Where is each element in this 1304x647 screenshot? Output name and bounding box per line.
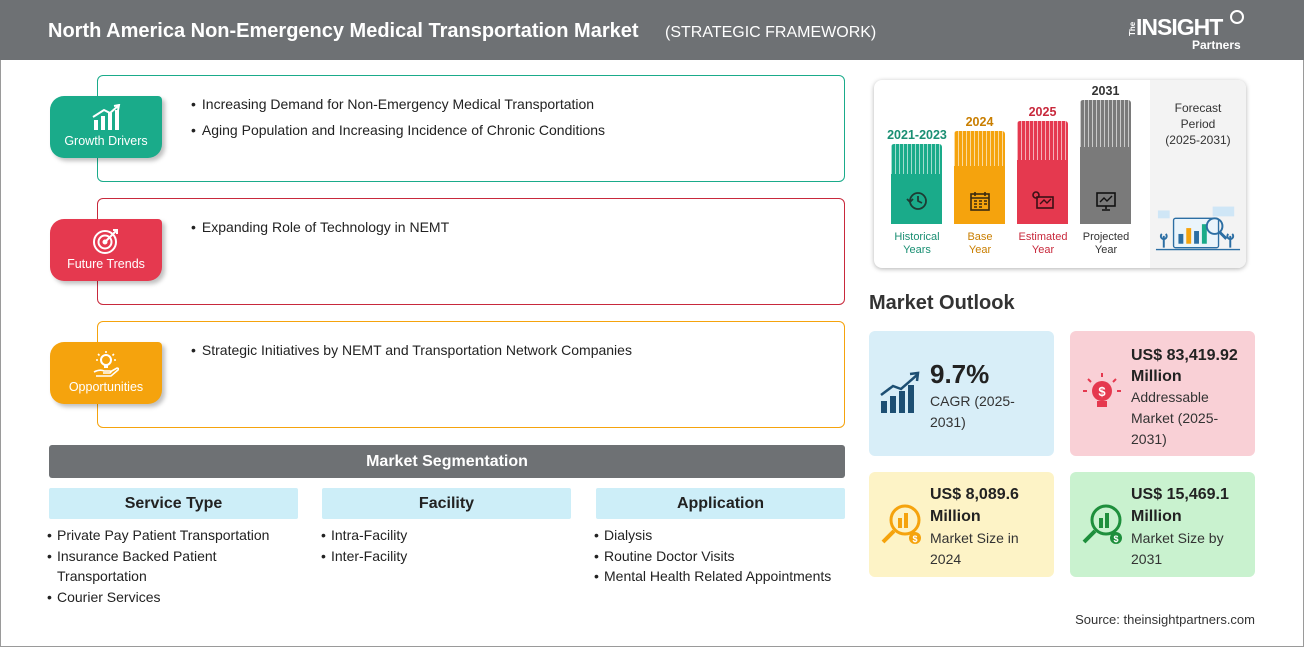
market-size-2031-card: $ US$ 15,469.1 Million Market Size by 20…	[1070, 472, 1255, 577]
market-size-2024-value: US$ 8,089.6	[930, 486, 1019, 503]
service-type-list: Private Pay Patient Transportation Insur…	[47, 525, 287, 607]
projection-icon	[1096, 192, 1116, 211]
growth-drivers-label: Growth Drivers	[64, 134, 148, 148]
lightbulb-dollar-icon: $	[1083, 373, 1121, 407]
addressable-market-unit: Million	[1131, 368, 1182, 385]
cagr-value: 9.7%	[930, 359, 990, 389]
opportunities-list: Strategic Initiatives by NEMT and Transp…	[191, 342, 632, 368]
market-size-2024-card: $ US$ 8,089.6 Million Market Size in 202…	[869, 472, 1054, 577]
cagr-desc-1: CAGR (2025-	[930, 393, 1015, 409]
market-size-2024-desc-2: 2024	[930, 551, 962, 567]
list-item: Courier Services	[47, 587, 287, 608]
market-size-2024-unit: Million	[930, 508, 981, 525]
timeline-bar-estimated	[1017, 121, 1068, 224]
target-icon	[93, 229, 118, 254]
timeline-bar-base	[954, 131, 1005, 224]
list-item: Mental Health Related Appointments	[594, 566, 844, 587]
market-size-2031-unit: Million	[1131, 508, 1182, 525]
list-item: Expanding Role of Technology in NEMT	[191, 219, 449, 235]
page-subtitle: (STRATEGIC FRAMEWORK)	[665, 24, 877, 41]
segment-heading-facility: Facility	[322, 488, 571, 519]
market-outlook-title: Market Outlook	[869, 292, 1015, 314]
addressable-market-value: US$ 83,419.92	[1131, 347, 1238, 364]
logo-circle-icon	[1230, 10, 1244, 24]
market-size-2031-desc-2: 2031	[1131, 551, 1163, 567]
timeline-year-historical: 2021-2023	[887, 128, 947, 142]
addressable-market-card: $ US$ 83,419.92 Million Addressable Mark…	[1070, 331, 1255, 456]
list-item: Private Pay Patient Transportation	[47, 525, 287, 546]
list-item: Inter-Facility	[321, 546, 561, 567]
market-size-icon: $	[881, 504, 921, 544]
list-item: Aging Population and Increasing Incidenc…	[191, 122, 605, 138]
segment-heading-service-type: Service Type	[49, 488, 298, 519]
timeline-label-estimated: Estimated Year	[1018, 231, 1068, 256]
timeline-label-historical: Historical Years	[894, 231, 940, 256]
market-segmentation-title: Market Segmentation	[49, 445, 845, 478]
svg-text:$: $	[1113, 534, 1118, 544]
list-item: Intra-Facility	[321, 525, 561, 546]
growth-drivers-box: Increasing Demand for Non-Emergency Medi…	[97, 75, 845, 182]
estimate-icon	[1032, 191, 1054, 209]
lightbulb-hand-icon	[93, 351, 120, 377]
application-list: Dialysis Routine Doctor Visits Mental He…	[594, 525, 844, 587]
svg-text:$: $	[1098, 384, 1106, 399]
opportunities-box: Strategic Initiatives by NEMT and Transp…	[97, 321, 845, 428]
addressable-market-desc-2: Market (2025-	[1131, 410, 1219, 426]
timeline-bar-historical	[891, 144, 942, 224]
logo-partners: Partners	[1192, 38, 1241, 52]
opportunities-tag: Opportunities	[50, 342, 162, 404]
market-size-2031-value: US$ 15,469.1	[1131, 486, 1229, 503]
list-item: Insurance Backed Patient Transportation	[47, 546, 247, 587]
facility-list: Intra-Facility Inter-Facility	[321, 525, 561, 566]
cagr-desc-2: 2031)	[930, 414, 966, 430]
timeline-year-projected: 2031	[1091, 84, 1120, 98]
logo-insight: INSIGHT	[1136, 14, 1223, 40]
list-item: Routine Doctor Visits	[594, 546, 844, 567]
timeline-panel: 2021-2023 Historical Years 2024 Base Yea…	[874, 80, 1246, 268]
list-item: Increasing Demand for Non-Emergency Medi…	[191, 96, 605, 112]
future-trends-label: Future Trends	[67, 257, 145, 271]
market-size-2024-desc-1: Market Size in	[930, 530, 1019, 546]
timeline-year-estimated: 2025	[1028, 105, 1057, 119]
forecast-period-label: Forecast Period (2025-2031)	[1165, 101, 1231, 147]
growth-drivers-list: Increasing Demand for Non-Emergency Medi…	[191, 96, 605, 148]
market-forecast-icon: $	[1082, 504, 1122, 544]
insight-partners-logo: The INSIGHT Partners	[1128, 10, 1248, 54]
history-icon	[906, 192, 927, 210]
growth-chart-icon	[880, 371, 920, 413]
cagr-card: 9.7% CAGR (2025- 2031)	[869, 331, 1054, 456]
list-item: Dialysis	[594, 525, 844, 546]
market-size-2031-desc-1: Market Size by	[1131, 530, 1224, 546]
opportunities-label: Opportunities	[68, 380, 144, 394]
future-trends-list: Expanding Role of Technology in NEMT	[191, 219, 449, 245]
timeline-year-base: 2024	[965, 115, 994, 129]
future-trends-tag: Future Trends	[50, 219, 162, 281]
addressable-market-desc-1: Addressable	[1131, 389, 1209, 405]
list-item: Strategic Initiatives by NEMT and Transp…	[191, 342, 632, 358]
addressable-market-desc-3: 2031)	[1131, 431, 1167, 447]
timeline-bar-projected	[1080, 100, 1131, 224]
page-title: North America Non-Emergency Medical Tran…	[48, 20, 639, 42]
growth-drivers-tag: Growth Drivers	[50, 96, 162, 158]
svg-text:$: $	[912, 534, 917, 544]
header-bar: North America Non-Emergency Medical Tran…	[0, 0, 1304, 60]
bar-growth-icon	[92, 104, 121, 130]
calendar-icon	[970, 192, 990, 211]
source-text: Source: theinsightpartners.com	[1075, 612, 1255, 627]
segment-heading-application: Application	[596, 488, 845, 519]
timeline-label-base: Base Year	[967, 231, 993, 256]
future-trends-box: Expanding Role of Technology in NEMT	[97, 198, 845, 305]
timeline-label-projected: Projected Year	[1082, 231, 1130, 256]
analytics-illustration-icon	[1155, 206, 1241, 251]
